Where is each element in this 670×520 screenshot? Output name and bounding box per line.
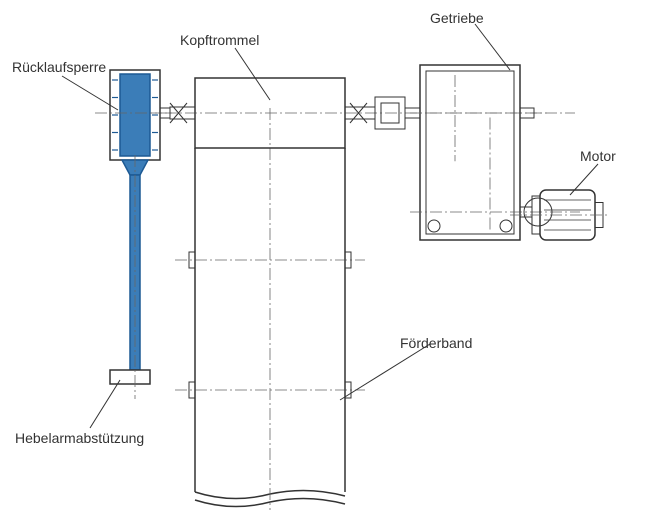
label-foerderband: Förderband <box>400 335 472 351</box>
label-kopftrommel: Kopftrommel <box>180 32 259 48</box>
label-motor: Motor <box>580 148 616 164</box>
label-getriebe: Getriebe <box>430 10 484 26</box>
label-hebelarmabstuetzung: Hebelarmabstützung <box>15 430 144 446</box>
label-ruecklaufsperre: Rücklaufsperre <box>12 59 106 75</box>
